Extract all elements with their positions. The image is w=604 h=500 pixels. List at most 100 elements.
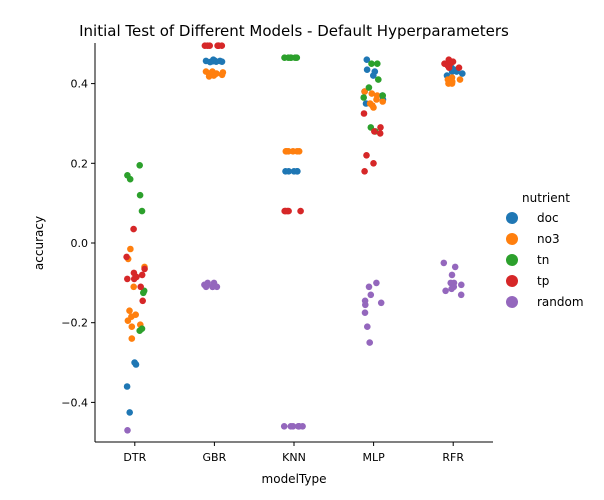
x-tick-label-knn: KNN xyxy=(282,451,306,464)
y-tick-label: 0.4 xyxy=(71,78,89,91)
point-random-gbr xyxy=(209,283,216,291)
point-doc-dtr xyxy=(123,383,131,390)
point-tn-mlp xyxy=(365,84,373,91)
legend: nutrient doc no3 tn tp random xyxy=(506,191,584,309)
point-tp-mlp xyxy=(361,168,368,175)
point-random-mlp xyxy=(366,339,374,346)
legend-marker-doc xyxy=(506,212,518,224)
point-doc-mlp xyxy=(370,72,377,79)
y-tick-label: 0.2 xyxy=(71,157,89,170)
point-random-mlp xyxy=(364,323,371,331)
point-tp-mlp xyxy=(370,160,377,167)
x-tick-label-dtr: DTR xyxy=(123,451,146,464)
point-random-rfr xyxy=(448,271,456,279)
x-axis: DTR GBR KNN MLP RFR xyxy=(95,441,493,464)
point-no3-mlp xyxy=(373,96,380,103)
legend-label-random: random xyxy=(537,295,584,309)
point-tp-gbr xyxy=(204,42,211,49)
point-tn-dtr xyxy=(136,162,143,169)
x-axis-label: modelType xyxy=(262,472,327,486)
legend-label-tn: tn xyxy=(537,253,549,267)
x-tick-label-rfr: RFR xyxy=(442,451,464,464)
point-tp-mlp xyxy=(360,110,368,117)
point-no3-dtr xyxy=(127,245,134,253)
point-random-mlp xyxy=(361,309,369,317)
point-no3-knn xyxy=(289,148,297,155)
point-tn-dtr xyxy=(140,289,147,297)
point-doc-knn xyxy=(285,168,293,175)
point-tp-knn xyxy=(282,207,289,215)
point-tp-dtr xyxy=(138,271,146,279)
point-doc-dtr xyxy=(132,361,140,368)
point-tn-mlp xyxy=(360,94,368,101)
plot-area xyxy=(123,42,466,434)
point-random-rfr xyxy=(440,259,448,267)
point-tp-dtr xyxy=(130,275,138,283)
x-tick-label-mlp: MLP xyxy=(362,451,385,464)
point-doc-rfr xyxy=(459,70,466,77)
point-tp-dtr xyxy=(139,297,146,305)
legend-label-no3: no3 xyxy=(537,232,560,246)
point-random-mlp xyxy=(373,279,380,287)
point-tp-knn xyxy=(297,207,304,215)
legend-title: nutrient xyxy=(522,191,570,205)
point-random-mlp xyxy=(377,299,385,307)
point-tn-knn xyxy=(285,54,292,61)
legend-marker-tn xyxy=(506,254,518,266)
point-tp-mlp xyxy=(376,130,384,137)
point-tn-mlp xyxy=(379,92,387,99)
point-no3-gbr xyxy=(209,68,216,75)
point-tp-rfr xyxy=(445,64,453,71)
point-random-rfr xyxy=(457,291,465,299)
point-no3-dtr xyxy=(124,317,132,325)
y-axis: 0.4 0.2 0.0 −0.2 −0.4 xyxy=(61,43,96,442)
point-random-rfr xyxy=(448,285,455,293)
point-tn-dtr xyxy=(126,175,134,183)
point-tn-dtr xyxy=(136,191,144,199)
point-no3-gbr xyxy=(218,71,226,79)
point-tp-gbr xyxy=(218,42,226,49)
legend-marker-tp xyxy=(506,275,518,287)
point-tn-mlp xyxy=(374,60,381,67)
x-tick-label-gbr: GBR xyxy=(203,451,227,464)
y-tick-label: 0.0 xyxy=(71,237,89,250)
point-doc-mlp xyxy=(363,66,371,73)
legend-label-tp: tp xyxy=(537,274,549,288)
point-no3-knn xyxy=(282,148,290,155)
chart-title: Initial Test of Different Models - Defau… xyxy=(79,22,509,40)
point-tp-rfr xyxy=(455,64,463,71)
point-tp-dtr xyxy=(141,265,148,273)
point-no3-mlp xyxy=(370,104,377,111)
point-doc-dtr xyxy=(126,409,133,416)
point-no3-rfr xyxy=(444,76,452,83)
point-tp-dtr xyxy=(137,283,144,291)
point-tn-mlp xyxy=(375,76,382,83)
legend-marker-no3 xyxy=(506,233,518,245)
point-tp-mlp xyxy=(371,128,378,135)
y-tick-label: −0.4 xyxy=(61,396,88,409)
point-tp-dtr xyxy=(124,275,131,283)
point-random-dtr xyxy=(124,427,131,434)
point-random-mlp xyxy=(365,283,373,291)
point-random-knn xyxy=(295,423,302,430)
point-no3-mlp xyxy=(368,90,376,97)
point-random-rfr xyxy=(451,263,459,271)
point-random-knn xyxy=(287,423,295,430)
point-doc-gbr xyxy=(206,58,214,66)
legend-label-doc: doc xyxy=(537,211,559,225)
point-random-mlp xyxy=(362,301,369,309)
point-no3-gbr xyxy=(205,73,213,80)
point-tp-dtr xyxy=(130,225,137,233)
point-random-gbr xyxy=(203,281,210,289)
point-tp-dtr xyxy=(123,253,130,261)
point-random-rfr xyxy=(442,287,449,295)
point-no3-dtr xyxy=(126,307,133,315)
point-tp-mlp xyxy=(377,124,384,131)
point-random-mlp xyxy=(367,291,375,299)
point-tn-dtr xyxy=(136,327,143,335)
legend-marker-random xyxy=(506,296,518,308)
y-tick-label: −0.2 xyxy=(61,317,88,330)
point-random-knn xyxy=(280,423,288,430)
point-no3-dtr xyxy=(130,283,137,291)
